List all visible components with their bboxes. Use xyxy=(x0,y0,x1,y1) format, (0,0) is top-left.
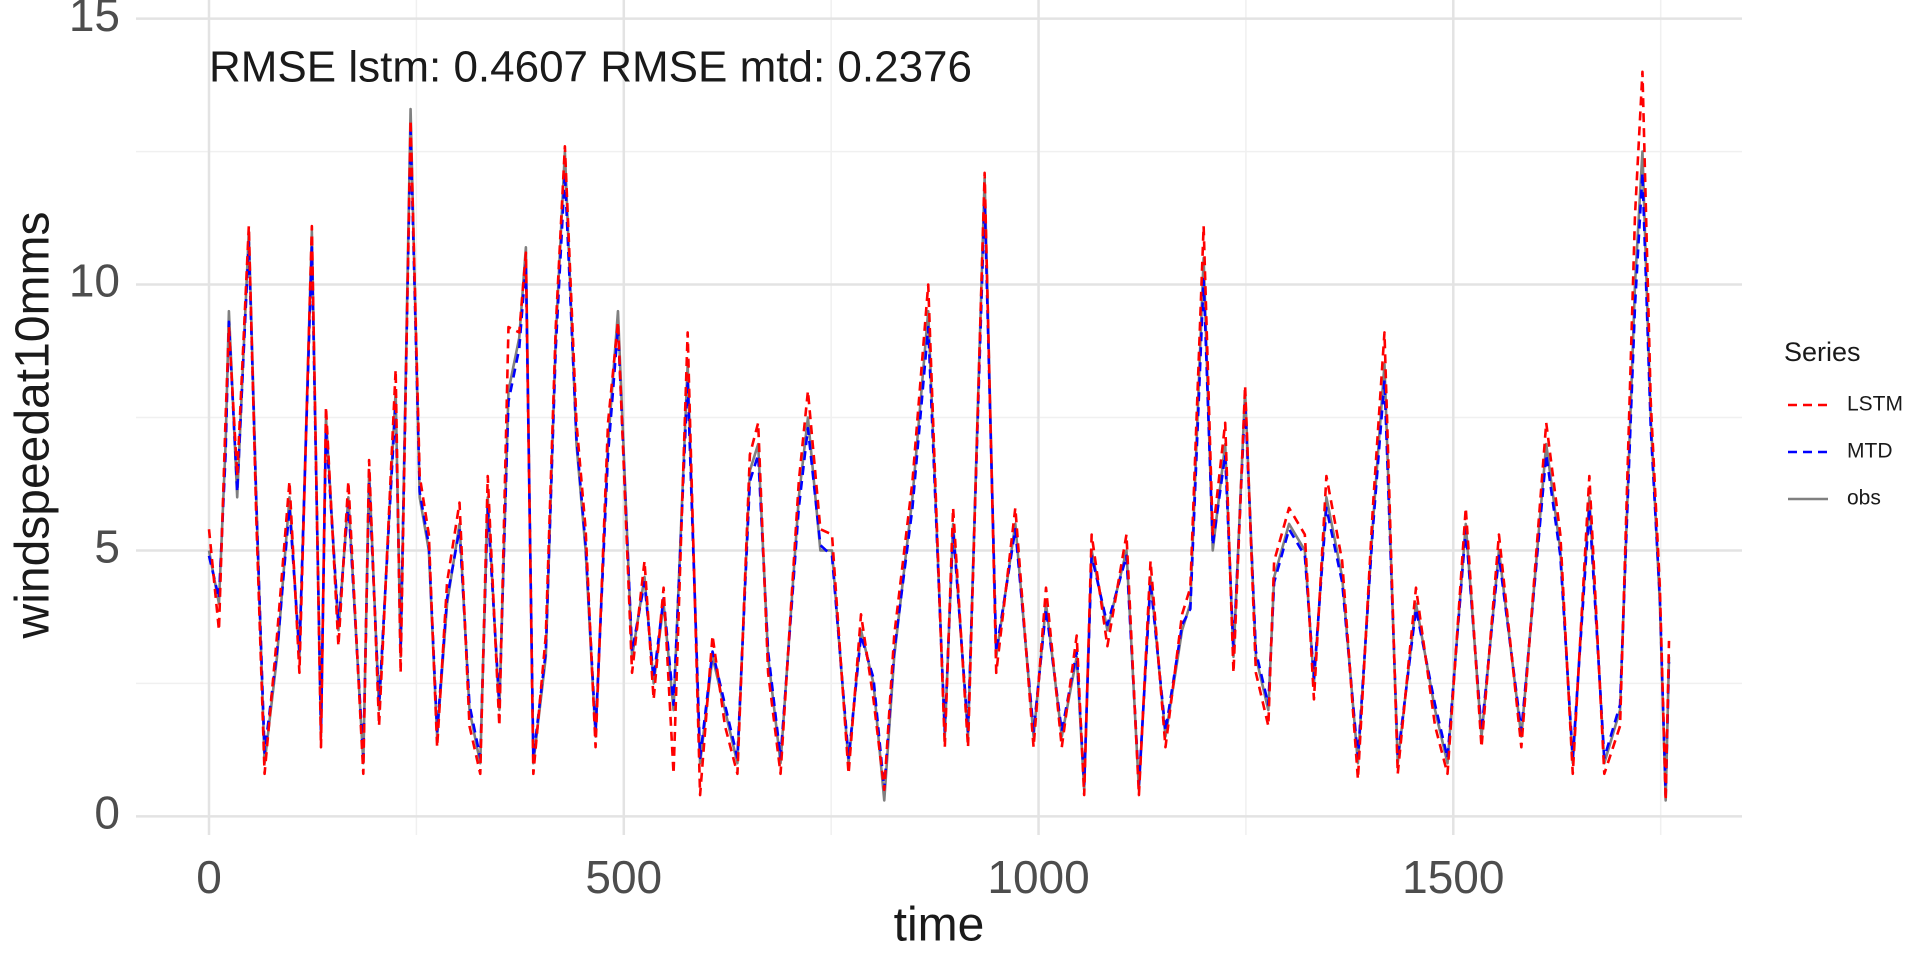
y-tick-label: 0 xyxy=(94,787,120,839)
legend-label: obs xyxy=(1847,487,1881,510)
lines xyxy=(207,70,1671,802)
y-tick-label: 5 xyxy=(94,521,120,573)
annotation: RMSE lstm: 0.4607 RMSE mtd: 0.2376 xyxy=(209,43,972,92)
legend-title: Series xyxy=(1784,337,1861,367)
x-tick-label: 500 xyxy=(585,851,662,903)
series-line xyxy=(207,129,1671,797)
x-axis-title: time xyxy=(894,899,985,952)
series-line xyxy=(207,107,1671,802)
legend-label: MTD xyxy=(1847,440,1893,463)
y-tick-label: 10 xyxy=(69,255,120,307)
legend-label: LSTM xyxy=(1847,393,1903,416)
x-tick-label: 0 xyxy=(196,851,222,903)
y-axis-title: windspeedat10mms xyxy=(7,212,60,640)
legend: Series LSTM MTD obs xyxy=(1784,337,1903,509)
x-tick-label: 1000 xyxy=(987,851,1089,903)
grid xyxy=(136,0,1742,835)
x-tick-label: 1500 xyxy=(1402,851,1504,903)
y-tick-label: 15 xyxy=(69,0,120,41)
series-line xyxy=(207,70,1671,802)
